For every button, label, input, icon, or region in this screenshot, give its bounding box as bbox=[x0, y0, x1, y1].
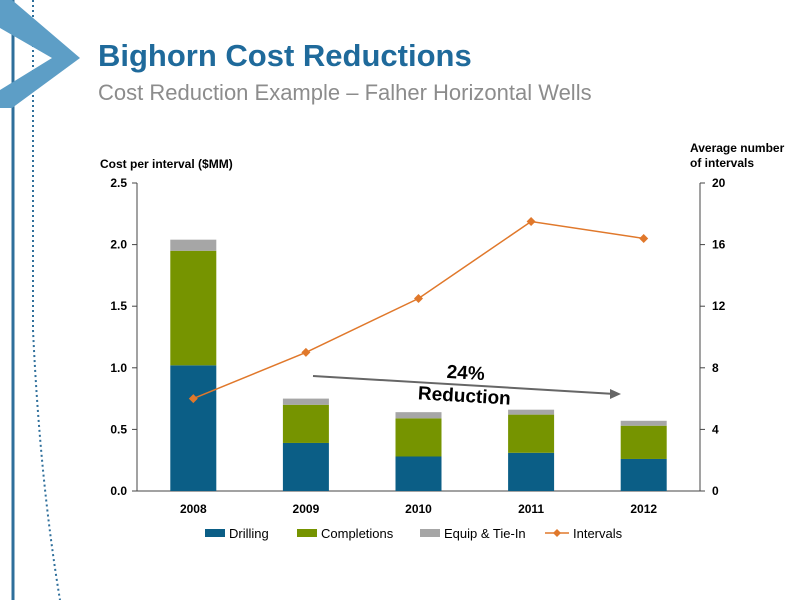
line-intervals bbox=[193, 220, 644, 400]
x-tick-label: 2010 bbox=[405, 502, 432, 516]
bar-drilling-2010 bbox=[395, 456, 442, 491]
right-tick-label: 20 bbox=[712, 176, 726, 190]
left-tick-label: 2.0 bbox=[110, 238, 127, 252]
legend-label-intervals: Intervals bbox=[573, 526, 623, 541]
bar-drilling-2012 bbox=[620, 458, 667, 491]
x-tick-label: 2008 bbox=[180, 502, 207, 516]
reduction-arrow bbox=[312, 375, 616, 395]
bar-equip-tie-in-2012 bbox=[620, 420, 667, 426]
point-intervals-2011 bbox=[526, 217, 536, 226]
legend-swatch-drilling bbox=[205, 529, 225, 537]
point-intervals-2012 bbox=[639, 233, 649, 243]
legend-label-drilling: Drilling bbox=[229, 526, 269, 541]
right-tick-label: 0 bbox=[712, 484, 719, 498]
right-tick-label: 16 bbox=[712, 238, 726, 252]
left-tick-label: 1.5 bbox=[110, 299, 127, 313]
bar-completions-2010 bbox=[395, 418, 442, 457]
bar-drilling-2008 bbox=[170, 365, 217, 491]
legend-swatch-equip-tie-in bbox=[420, 529, 440, 537]
bar-equip-tie-in-2008 bbox=[170, 239, 217, 251]
annotation-percent: 24% bbox=[446, 362, 485, 385]
legend-label-completions: Completions bbox=[321, 526, 394, 541]
left-axis-label: Cost per interval ($MM) bbox=[100, 157, 233, 171]
bar-drilling-2009 bbox=[282, 442, 329, 491]
bar-completions-2012 bbox=[620, 425, 667, 459]
bar-completions-2008 bbox=[170, 250, 217, 366]
x-tick-label: 2012 bbox=[630, 502, 657, 516]
left-tick-label: 0.5 bbox=[110, 422, 127, 436]
bar-completions-2009 bbox=[282, 404, 329, 443]
left-tick-label: 2.5 bbox=[110, 176, 127, 190]
x-tick-label: 2011 bbox=[518, 502, 544, 516]
bar-equip-tie-in-2010 bbox=[395, 412, 442, 419]
bar-equip-tie-in-2011 bbox=[508, 409, 555, 415]
bar-equip-tie-in-2009 bbox=[282, 398, 329, 405]
reduction-arrow-head bbox=[610, 389, 621, 399]
right-tick-label: 12 bbox=[712, 299, 726, 313]
legend-swatch-completions bbox=[297, 529, 317, 537]
bar-completions-2011 bbox=[508, 414, 555, 453]
right-tick-label: 8 bbox=[712, 361, 719, 375]
left-tick-label: 0.0 bbox=[110, 484, 127, 498]
left-tick-label: 1.0 bbox=[110, 361, 127, 375]
slide-title: Bighorn Cost Reductions bbox=[98, 38, 472, 73]
slide-subtitle: Cost Reduction Example – Falher Horizont… bbox=[98, 80, 592, 105]
point-intervals-2010 bbox=[414, 294, 423, 303]
annotation-reduction: Reduction bbox=[417, 383, 511, 409]
right-tick-label: 4 bbox=[712, 422, 719, 436]
legend-marker-intervals bbox=[553, 529, 561, 537]
point-intervals-2008 bbox=[188, 394, 198, 404]
legend-label-equip-tie-in: Equip & Tie-In bbox=[444, 526, 526, 541]
chevron-logo-icon bbox=[0, 0, 80, 108]
x-tick-label: 2009 bbox=[293, 502, 320, 516]
right-axis-label: Average number of intervals bbox=[690, 141, 785, 170]
bar-drilling-2011 bbox=[508, 452, 555, 491]
point-intervals-2009 bbox=[301, 347, 311, 357]
